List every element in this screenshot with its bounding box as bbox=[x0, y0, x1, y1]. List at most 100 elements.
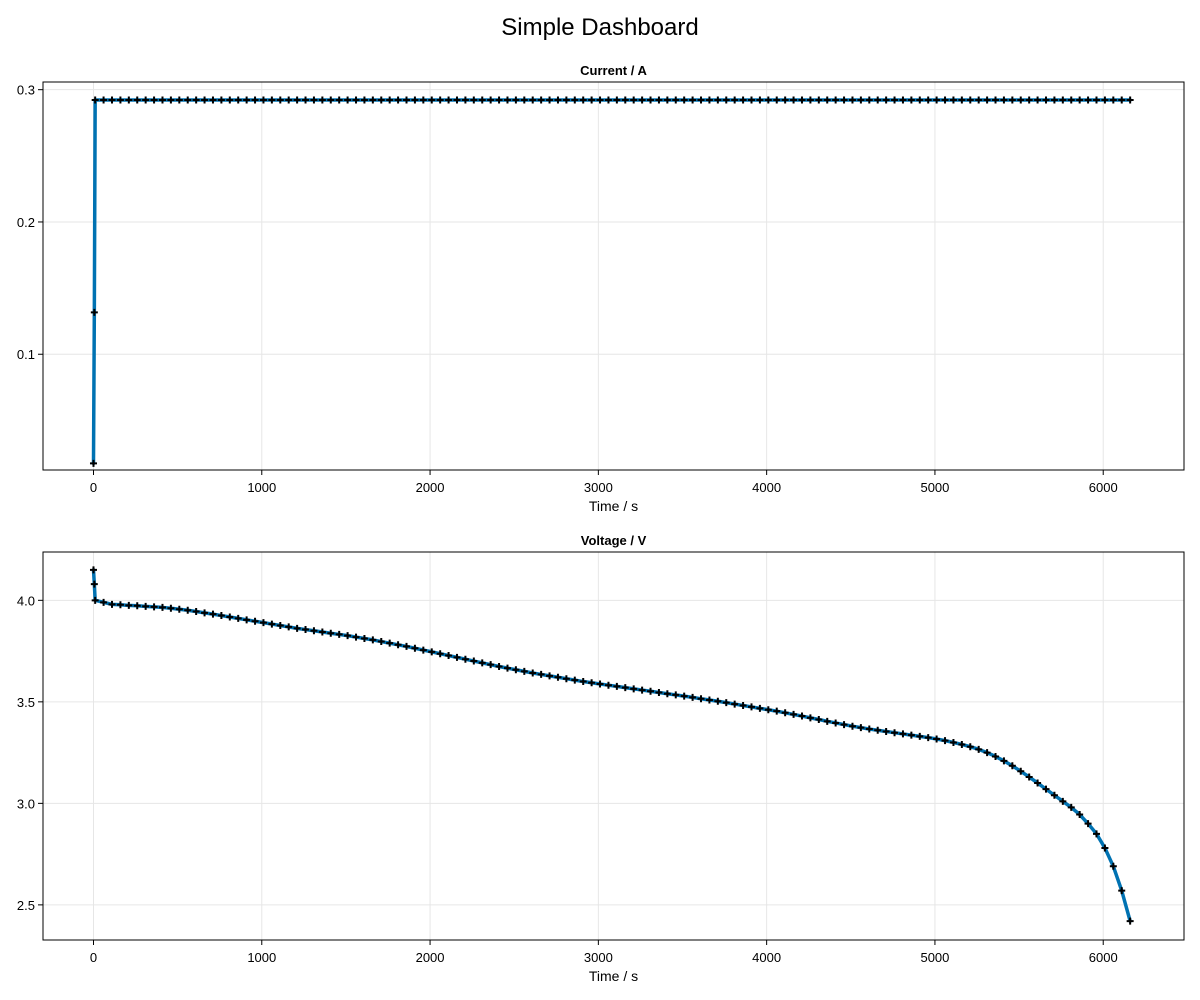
data-point bbox=[790, 96, 798, 104]
data-point bbox=[764, 706, 772, 714]
data-point bbox=[1034, 96, 1042, 104]
data-point bbox=[815, 716, 823, 724]
data-point bbox=[133, 602, 141, 610]
x-tick-label: 2000 bbox=[416, 480, 445, 495]
data-point bbox=[108, 96, 116, 104]
y-tick-label: 0.3 bbox=[17, 83, 35, 98]
data-point bbox=[672, 691, 680, 699]
data-point bbox=[1109, 862, 1117, 870]
data-point bbox=[192, 607, 200, 615]
data-point bbox=[798, 96, 806, 104]
data-point bbox=[276, 96, 284, 104]
data-point bbox=[840, 96, 848, 104]
data-point bbox=[882, 96, 890, 104]
data-point bbox=[933, 735, 941, 743]
data-point bbox=[251, 96, 259, 104]
data-point bbox=[975, 96, 983, 104]
data-point bbox=[142, 602, 150, 610]
data-point bbox=[1067, 96, 1075, 104]
data-point bbox=[293, 96, 301, 104]
data-point bbox=[596, 96, 604, 104]
data-point bbox=[537, 96, 545, 104]
x-tick-label: 2000 bbox=[416, 950, 445, 965]
data-point bbox=[1076, 96, 1084, 104]
x-axis-label: Time / s bbox=[589, 968, 638, 984]
data-point bbox=[781, 96, 789, 104]
data-point bbox=[924, 734, 932, 742]
data-point bbox=[428, 648, 436, 656]
data-point bbox=[1008, 762, 1016, 770]
x-tick-label: 4000 bbox=[752, 480, 781, 495]
data-point bbox=[916, 96, 924, 104]
data-point bbox=[655, 689, 663, 696]
data-point bbox=[1034, 779, 1042, 787]
data-point bbox=[226, 96, 234, 104]
y-tick-label: 0.1 bbox=[17, 347, 35, 362]
data-point bbox=[857, 96, 865, 104]
data-point bbox=[1118, 887, 1126, 895]
data-point bbox=[756, 96, 764, 104]
data-point bbox=[377, 638, 385, 646]
data-point bbox=[419, 96, 427, 104]
data-point bbox=[167, 604, 175, 612]
data-point bbox=[966, 96, 974, 104]
data-point bbox=[613, 96, 621, 104]
data-point bbox=[503, 664, 511, 672]
data-point bbox=[100, 598, 108, 606]
data-point bbox=[175, 96, 183, 104]
data-point bbox=[369, 96, 377, 104]
data-point bbox=[495, 663, 503, 671]
data-point bbox=[832, 96, 840, 104]
data-point bbox=[259, 96, 267, 104]
data-point bbox=[848, 722, 856, 730]
data-point bbox=[495, 96, 503, 104]
x-tick-label: 6000 bbox=[1089, 950, 1118, 965]
data-point bbox=[638, 686, 646, 694]
data-point bbox=[116, 96, 124, 104]
data-point bbox=[840, 721, 848, 729]
data-point bbox=[1059, 96, 1067, 104]
data-point bbox=[487, 661, 495, 669]
data-point bbox=[798, 712, 806, 720]
data-point bbox=[150, 96, 158, 104]
data-point bbox=[571, 96, 579, 104]
data-point bbox=[234, 614, 242, 622]
chart-title: Voltage / V bbox=[581, 533, 647, 548]
data-point bbox=[899, 730, 907, 738]
data-point bbox=[823, 96, 831, 104]
data-point bbox=[958, 96, 966, 104]
data-point bbox=[756, 704, 764, 712]
data-point bbox=[360, 634, 368, 642]
data-point bbox=[579, 678, 587, 686]
data-point bbox=[234, 96, 242, 104]
data-point bbox=[806, 714, 814, 722]
data-point bbox=[907, 96, 915, 104]
data-point bbox=[722, 96, 730, 104]
x-tick-label: 1000 bbox=[247, 950, 276, 965]
x-tick-label: 0 bbox=[90, 950, 97, 965]
data-point bbox=[621, 96, 629, 104]
data-point bbox=[773, 96, 781, 104]
data-point bbox=[621, 684, 629, 692]
data-point bbox=[344, 632, 352, 640]
data-point bbox=[377, 96, 385, 104]
data-point bbox=[327, 629, 335, 637]
data-point bbox=[268, 620, 276, 628]
data-point bbox=[1067, 803, 1075, 811]
data-point bbox=[924, 96, 932, 104]
data-point bbox=[992, 752, 1000, 760]
data-point bbox=[882, 727, 890, 735]
data-point bbox=[1126, 96, 1134, 104]
data-point bbox=[865, 96, 873, 104]
data-point bbox=[832, 719, 840, 727]
data-point bbox=[790, 710, 798, 718]
data-point bbox=[91, 96, 99, 104]
data-point bbox=[436, 650, 444, 658]
data-point bbox=[1025, 96, 1033, 104]
data-point bbox=[411, 644, 419, 652]
data-point bbox=[226, 613, 234, 621]
data-point bbox=[933, 96, 941, 104]
data-point bbox=[520, 96, 528, 104]
data-point bbox=[1084, 820, 1092, 828]
data-point bbox=[310, 96, 318, 104]
